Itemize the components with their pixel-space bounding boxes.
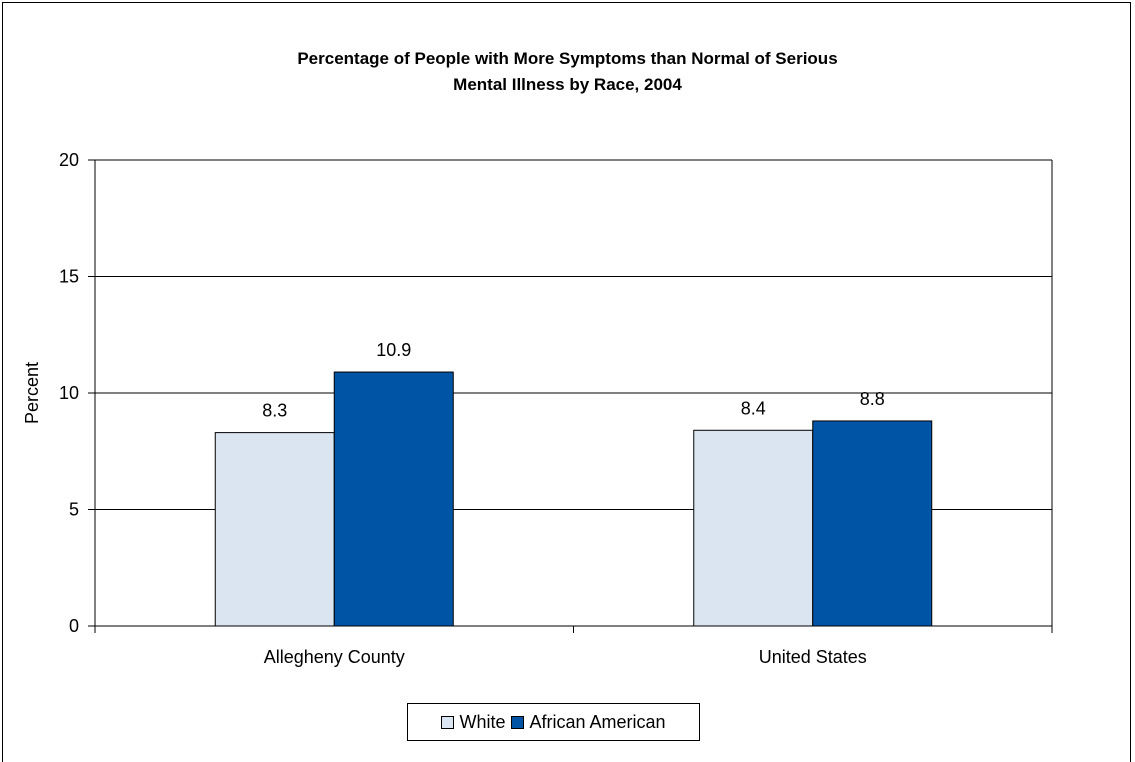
y-tick-label: 20 [59,150,79,170]
data-label: 8.8 [860,389,885,409]
bar-white-1 [214,432,335,627]
bars: 8.3 10.9 8.4 8.8 [214,340,933,627]
legend-item-african-american: African American [511,711,666,733]
legend-label-white: White [459,711,506,732]
axes: 0 5 10 15 20 Allegheny County United States [59,150,1053,667]
x-tick-label: Allegheny County [264,647,405,667]
legend-label-african-american: African American [529,711,666,732]
data-label: 8.3 [262,401,287,421]
legend-swatch-white [441,715,455,729]
bar-african-american-2 [812,420,933,627]
data-label: 10.9 [376,340,411,360]
legend: White African American [407,703,700,741]
bar-chart: 8.3 10.9 8.4 8.8 0 5 10 15 20 Allegheny County Un… [22,150,1053,667]
y-axis-label: Percent [22,362,42,424]
x-tick-label: United States [759,647,867,667]
bar-white-2 [693,429,814,627]
bar-african-american-1 [333,371,454,627]
chart-title-line-1: Percentage of People with More Symptoms … [297,49,838,68]
legend-item-white: White [441,712,505,733]
chart-title-line-2: Mental Illness by Race, 2004 [453,75,682,94]
data-label: 8.4 [741,398,766,418]
y-tick-label: 15 [59,267,79,287]
y-tick-label: 5 [69,500,79,520]
legend-swatch-african-american [511,715,525,729]
y-tick-label: 0 [69,616,79,636]
y-tick-label: 10 [59,383,79,403]
